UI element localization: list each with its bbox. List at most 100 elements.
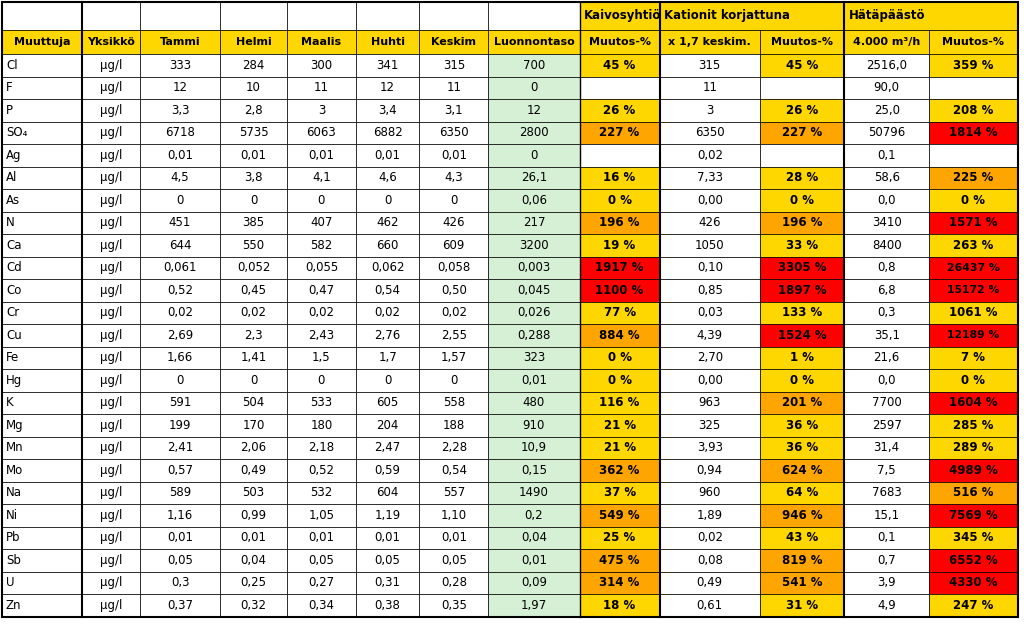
Bar <box>220 144 287 167</box>
Bar <box>220 167 287 189</box>
Text: Keskim: Keskim <box>431 37 476 47</box>
Bar <box>2 369 82 392</box>
Bar <box>845 459 929 481</box>
Bar <box>580 121 659 144</box>
Text: 21,6: 21,6 <box>873 351 900 364</box>
Text: µg/l: µg/l <box>100 59 122 72</box>
Bar <box>2 121 82 144</box>
Bar <box>82 99 140 121</box>
Bar <box>760 189 845 212</box>
Text: 2,06: 2,06 <box>241 441 266 454</box>
Bar <box>2 347 82 369</box>
Bar <box>419 76 488 99</box>
Text: µg/l: µg/l <box>100 418 122 432</box>
Bar <box>140 2 220 30</box>
Bar <box>287 167 356 189</box>
Text: 1,16: 1,16 <box>167 509 194 522</box>
Text: µg/l: µg/l <box>100 194 122 207</box>
Bar <box>356 369 419 392</box>
Text: Ca: Ca <box>6 238 22 252</box>
Text: 0,02: 0,02 <box>696 531 723 544</box>
Text: Ag: Ag <box>6 149 22 162</box>
Bar <box>659 167 760 189</box>
Bar <box>82 30 140 54</box>
Bar <box>2 234 82 256</box>
Text: 624 %: 624 % <box>782 464 822 477</box>
Bar <box>659 369 760 392</box>
Bar <box>659 414 760 436</box>
Text: 946 %: 946 % <box>781 509 822 522</box>
Bar <box>488 30 580 54</box>
Text: SO₄: SO₄ <box>6 127 28 139</box>
Text: 33 %: 33 % <box>786 238 818 252</box>
Bar <box>356 414 419 436</box>
Text: 362 %: 362 % <box>599 464 640 477</box>
Text: 315: 315 <box>442 59 465 72</box>
Text: 700: 700 <box>523 59 545 72</box>
Bar <box>220 459 287 481</box>
Text: µg/l: µg/l <box>100 127 122 139</box>
Text: Tammi: Tammi <box>160 37 201 47</box>
Text: 0,02: 0,02 <box>696 149 723 162</box>
Text: 0,54: 0,54 <box>440 464 467 477</box>
Text: Luonnontaso: Luonnontaso <box>494 37 574 47</box>
Text: N: N <box>6 216 14 229</box>
Bar <box>287 436 356 459</box>
Text: 25 %: 25 % <box>603 531 636 544</box>
Text: 3,9: 3,9 <box>878 576 896 589</box>
Bar <box>140 30 220 54</box>
Bar <box>929 212 1018 234</box>
Bar <box>760 212 845 234</box>
Text: 0,04: 0,04 <box>241 554 266 567</box>
Text: 2,69: 2,69 <box>167 329 194 342</box>
Text: 0,0: 0,0 <box>878 374 896 387</box>
Text: Cr: Cr <box>6 307 19 319</box>
Bar <box>488 527 580 549</box>
Text: Co: Co <box>6 284 22 297</box>
Text: 0,003: 0,003 <box>517 261 551 274</box>
Text: Kationit korjattuna: Kationit korjattuna <box>664 10 790 22</box>
Bar <box>419 301 488 324</box>
Text: 11: 11 <box>314 81 329 94</box>
Text: 0,09: 0,09 <box>521 576 547 589</box>
Text: 0,8: 0,8 <box>878 261 896 274</box>
Bar <box>580 2 659 30</box>
Bar <box>2 279 82 301</box>
Text: 12189 %: 12189 % <box>947 330 999 340</box>
Text: 1061 %: 1061 % <box>949 307 997 319</box>
Text: 247 %: 247 % <box>953 598 993 612</box>
Text: 0,02: 0,02 <box>375 307 400 319</box>
Bar <box>220 234 287 256</box>
Bar <box>419 324 488 347</box>
Bar <box>220 392 287 414</box>
Text: 0,50: 0,50 <box>441 284 467 297</box>
Text: 133 %: 133 % <box>782 307 822 319</box>
Text: 0,49: 0,49 <box>696 576 723 589</box>
Text: 0: 0 <box>317 194 325 207</box>
Text: 4,6: 4,6 <box>378 171 397 184</box>
Text: 0,15: 0,15 <box>521 464 547 477</box>
Bar <box>140 301 220 324</box>
Bar <box>488 369 580 392</box>
Text: µg/l: µg/l <box>100 329 122 342</box>
Bar <box>82 256 140 279</box>
Text: 0,99: 0,99 <box>241 509 266 522</box>
Text: 7683: 7683 <box>871 487 901 499</box>
Text: µg/l: µg/l <box>100 441 122 454</box>
Bar <box>287 30 356 54</box>
Bar <box>419 572 488 594</box>
Text: 15172 %: 15172 % <box>947 286 999 295</box>
Bar <box>356 459 419 481</box>
Bar <box>659 2 845 30</box>
Bar <box>356 54 419 76</box>
Bar <box>760 481 845 504</box>
Bar <box>356 212 419 234</box>
Text: 0,3: 0,3 <box>878 307 896 319</box>
Text: µg/l: µg/l <box>100 531 122 544</box>
Text: 0 %: 0 % <box>962 374 985 387</box>
Text: 1524 %: 1524 % <box>778 329 826 342</box>
Text: 201 %: 201 % <box>782 396 822 409</box>
Bar <box>287 572 356 594</box>
Text: 7700: 7700 <box>871 396 901 409</box>
Text: 407: 407 <box>310 216 333 229</box>
